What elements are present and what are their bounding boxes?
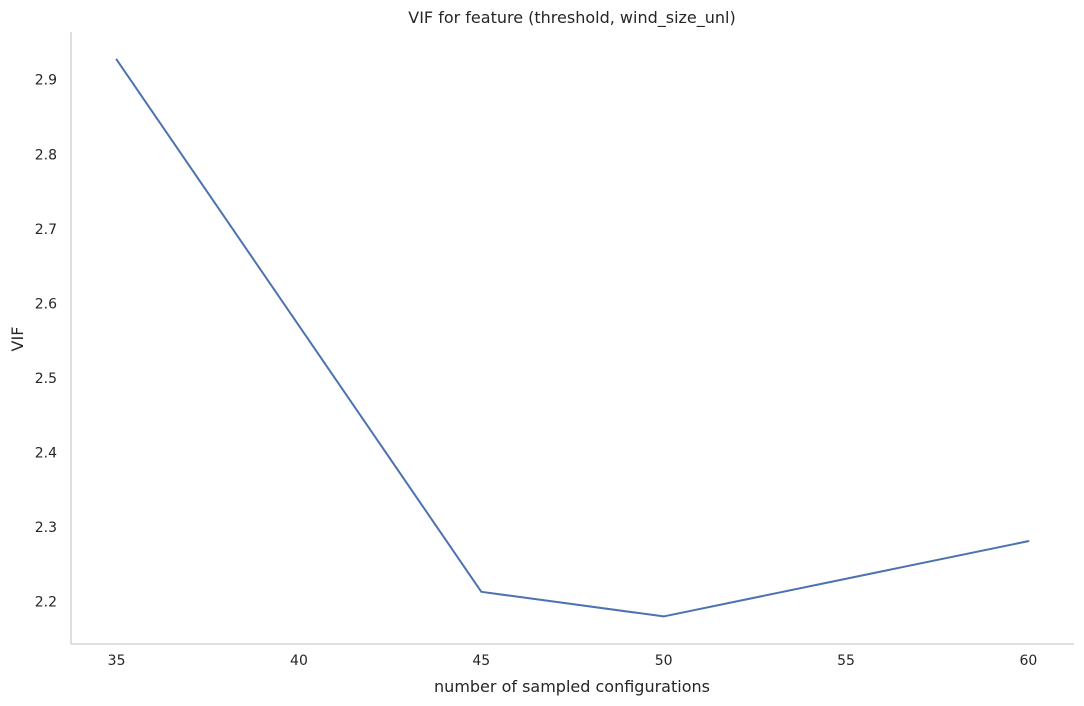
y-tick-label: 2.6 [35,296,57,312]
y-tick-label: 2.7 [35,222,57,238]
y-axis-label: VIF [8,327,27,352]
x-tick-labels: 35 40 45 50 55 60 [108,653,1038,669]
x-tick-label: 55 [837,653,855,669]
y-tick-label: 2.9 [35,73,57,89]
x-tick-label: 40 [290,653,308,669]
x-tick-label: 45 [472,653,490,669]
series-line [115,58,1030,618]
y-tick-label: 2.3 [35,520,57,536]
y-tick-label: 2.2 [35,595,57,611]
chart-title: VIF for feature (threshold, wind_size_un… [408,8,735,28]
x-tick-label: 60 [1019,653,1037,669]
y-tick-label: 2.8 [35,147,57,163]
x-axis-label: number of sampled configurations [434,677,710,696]
x-tick-label: 50 [655,653,673,669]
x-tick-label: 35 [108,653,126,669]
series-layer [115,58,1030,618]
y-tick-labels: 2.2 2.3 2.4 2.5 2.6 2.7 2.8 2.9 [35,73,57,611]
y-tick-label: 2.4 [35,445,57,461]
y-tick-label: 2.5 [35,371,57,387]
